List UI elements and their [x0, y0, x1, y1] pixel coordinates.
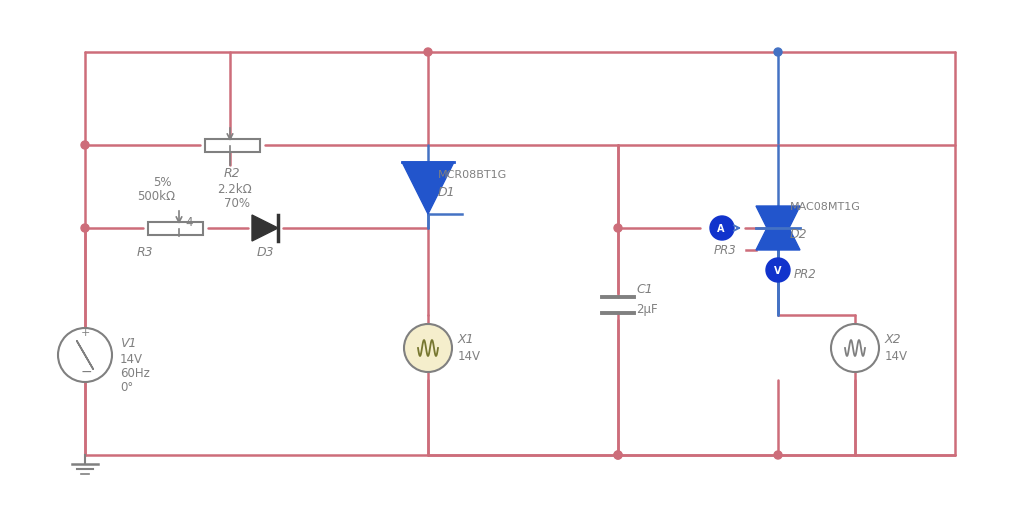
Text: 4: 4 [185, 216, 193, 229]
Polygon shape [252, 215, 278, 241]
Text: V: V [774, 266, 781, 276]
Text: PR3: PR3 [714, 244, 736, 257]
Circle shape [831, 324, 879, 372]
Circle shape [774, 451, 782, 459]
Text: R2: R2 [224, 167, 241, 180]
Text: +: + [81, 328, 90, 338]
Circle shape [614, 224, 622, 232]
Circle shape [424, 48, 432, 56]
Text: 14V: 14V [458, 350, 481, 363]
Circle shape [614, 451, 622, 459]
Circle shape [614, 451, 622, 459]
Text: 5%: 5% [153, 176, 171, 189]
Text: D3: D3 [257, 246, 274, 259]
Text: X1: X1 [458, 333, 475, 346]
Text: V1: V1 [120, 337, 136, 350]
Text: MAC08MT1G: MAC08MT1G [790, 202, 861, 212]
Circle shape [81, 141, 89, 149]
Text: D1: D1 [438, 186, 456, 199]
Text: 2μF: 2μF [636, 303, 657, 316]
Text: 14V: 14V [120, 353, 143, 366]
Circle shape [404, 324, 452, 372]
Text: 70%: 70% [224, 197, 250, 210]
Text: MCR08BT1G: MCR08BT1G [438, 170, 507, 180]
Text: 60Hz: 60Hz [120, 367, 150, 380]
Text: −: − [81, 365, 92, 379]
Text: PR2: PR2 [794, 268, 817, 281]
FancyBboxPatch shape [205, 138, 259, 152]
Text: X2: X2 [885, 333, 901, 346]
Text: R3: R3 [137, 246, 154, 259]
Text: 0°: 0° [120, 381, 133, 394]
Text: D2: D2 [790, 228, 808, 241]
Text: A: A [717, 224, 725, 234]
Circle shape [774, 48, 782, 56]
Polygon shape [402, 162, 454, 214]
FancyBboxPatch shape [147, 222, 203, 235]
Text: C1: C1 [636, 283, 652, 296]
Circle shape [58, 328, 112, 382]
Polygon shape [756, 206, 800, 250]
Text: 14V: 14V [885, 350, 908, 363]
Text: 500kΩ: 500kΩ [137, 190, 175, 203]
Circle shape [81, 224, 89, 232]
Text: 2.2kΩ: 2.2kΩ [217, 183, 252, 196]
Circle shape [710, 216, 734, 240]
Circle shape [766, 258, 790, 282]
Polygon shape [756, 206, 800, 250]
